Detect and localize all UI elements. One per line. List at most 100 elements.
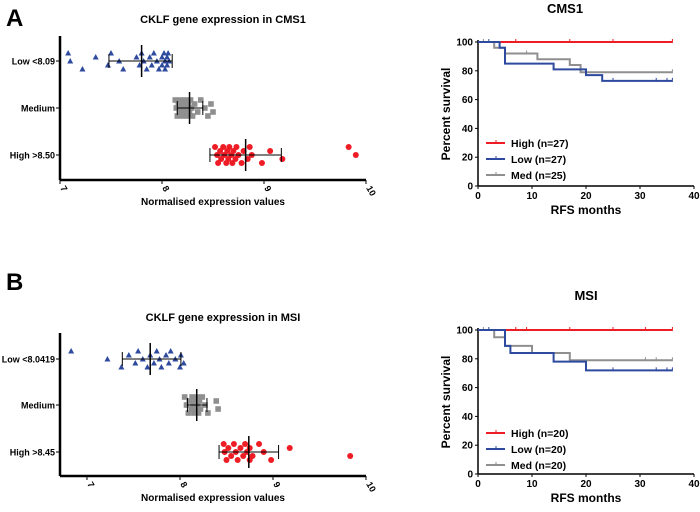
x-tick-label: 30 [634,479,646,490]
x-tick-label: 20 [580,191,592,202]
data-point-circle [242,441,249,447]
data-point-triangle [132,360,139,366]
data-point-square [189,113,196,119]
data-point-square [179,113,186,119]
y-tick-label: 100 [456,326,473,337]
data-point-square [183,402,190,408]
x-tick-label: 8 [160,184,171,193]
chart-title: CKLF gene expression in MSI [146,312,301,324]
data-point-triangle [158,364,165,370]
data-point-triangle [143,66,150,72]
data-point-triangle [118,364,125,370]
data-point-circle [220,441,227,447]
data-point-circle [246,445,253,451]
data-point-circle [258,160,265,166]
x-tick-label: 7 [58,184,69,193]
y-tick-label: 0 [467,182,473,193]
y-tick-label: 40 [462,124,474,135]
data-point-circle [347,453,354,459]
data-point-triangle [161,50,168,56]
data-point-circle [246,144,253,150]
data-point-circle [212,144,219,150]
legend-label: Med (n=25) [511,170,566,182]
survival-curve [478,329,673,372]
category-label: High >8.50 [10,151,55,161]
data-point-square [191,101,198,107]
x-tick-label: 40 [688,479,700,490]
x-tick-label: 30 [634,191,646,202]
data-point-square [188,406,194,412]
data-point-triangle [148,62,155,68]
category-label: High >8.45 [10,448,55,458]
data-point-triangle [144,364,151,370]
data-point-triangle [159,62,165,68]
data-point-square [195,410,202,416]
data-point-square [184,113,191,119]
chart-title: CMS1 [547,1,583,16]
data-point-square [197,406,204,412]
data-point-square [189,394,195,400]
data-point-triangle [155,66,162,72]
data-point-triangle [164,62,171,68]
data-point-triangle [146,54,153,60]
x-axis-label: RFS months [551,203,622,217]
data-point-triangle [167,348,174,354]
y-tick-label: 40 [462,412,474,423]
data-point-triangle [104,356,111,362]
data-point-triangle [162,66,169,72]
data-point-square [181,109,188,115]
x-tick-label: 20 [580,479,592,490]
legend-label: Low (n=27) [511,154,566,166]
data-point-triangle [159,54,165,60]
data-point-triangle [68,348,75,354]
y-tick-label: 0 [467,470,473,481]
data-point-circle [256,441,263,447]
data-point-square [210,109,216,115]
y-tick-label: 80 [462,66,474,77]
data-point-triangle [135,348,142,354]
legend-label: Low (n=20) [511,444,566,456]
data-point-triangle [125,352,132,358]
data-point-circle [225,445,232,451]
data-point-square [215,406,221,412]
survival-curve [478,329,673,362]
data-point-square [172,97,179,103]
y-tick-label: 20 [462,153,474,164]
data-point-triangle [165,360,172,366]
data-point-triangle [164,54,171,60]
data-point-circle [220,144,227,150]
survival-curve [478,41,673,74]
data-point-triangle [104,62,111,68]
y-tick-label: 60 [462,383,474,394]
legend-label: Med (n=20) [511,460,566,472]
data-point-triangle [92,54,99,60]
data-point-circle [268,457,275,463]
data-point-triangle [153,348,160,354]
data-point-square [208,101,214,107]
x-axis-label: Normalised expression values [141,197,285,208]
x-tick-label: 40 [688,191,700,202]
data-point-circle [286,445,293,451]
category-label: Low <8.09 [12,57,55,67]
chart-title: CKLF gene expression in CMS1 [140,14,306,26]
panel-label-a: A [6,5,23,32]
data-point-square [194,109,201,115]
data-point-circle [223,457,230,463]
y-tick-label: 80 [462,354,474,365]
data-point-circle [240,453,247,459]
data-point-triangle [180,360,187,366]
data-point-triangle [165,50,172,56]
x-tick-label: 10 [526,479,538,490]
data-point-circle [237,445,244,451]
data-point-square [199,394,206,400]
data-point-circle [233,144,240,150]
data-point-circle [249,453,256,459]
data-point-circle [234,457,241,463]
data-point-triangle [163,352,170,358]
y-tick-label: 100 [456,38,473,49]
data-point-square [185,410,192,416]
panel-label-b: B [6,269,23,296]
data-point-triangle [65,50,72,56]
x-axis-label: Normalised expression values [141,493,285,504]
